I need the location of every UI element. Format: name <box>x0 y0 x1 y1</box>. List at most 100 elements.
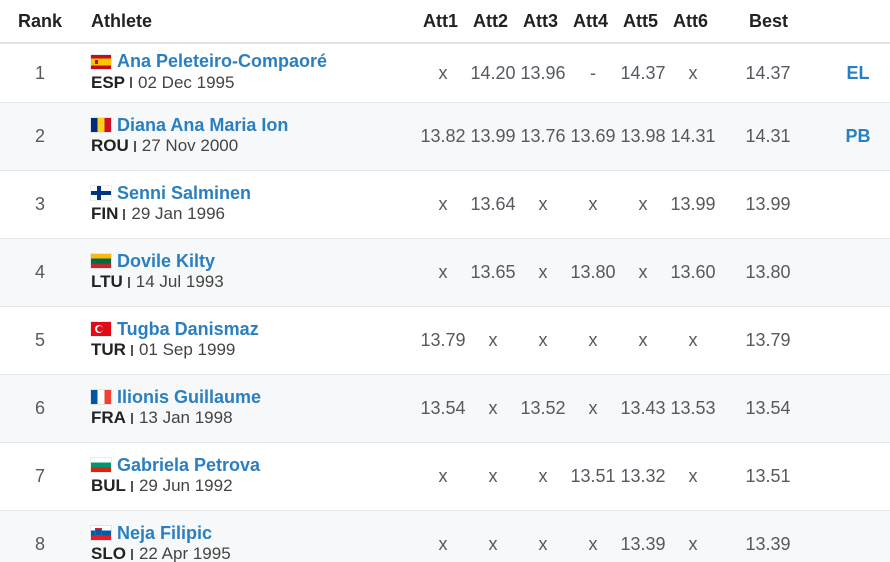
best-cell: 13.80 <box>745 262 791 282</box>
attempt-4-cell: x <box>588 194 598 214</box>
attempt-3-cell: x <box>538 466 548 486</box>
table-row[interactable]: 2 Diana Ana Maria Ion ROU 27 Nov 2000 13.82 1… <box>0 103 890 171</box>
attempt-5-cell: 13.39 <box>620 534 666 554</box>
flag-icon <box>91 254 111 268</box>
rank-cell: 8 <box>34 534 45 554</box>
header-rank[interactable]: Rank <box>18 11 63 31</box>
flag-icon <box>91 186 111 200</box>
attempt-4-cell: x <box>588 534 598 554</box>
athlete-name-link[interactable]: Ana Peleteiro-Compaoré <box>117 51 328 71</box>
separator <box>123 208 126 220</box>
table-row[interactable]: 3 Senni Salminen FIN 29 Jan 1996 x 13.64 x x x 13… <box>0 171 890 239</box>
attempt-4-cell: x <box>588 330 598 350</box>
attempt-3-cell: 13.96 <box>520 62 566 83</box>
best-cell: 13.54 <box>745 398 791 418</box>
header-athlete[interactable]: Athlete <box>91 11 153 31</box>
attempt-2-cell: x <box>488 534 498 554</box>
attempt-6-cell: 13.53 <box>670 398 716 418</box>
table-row[interactable]: 7 Gabriela Petrova BUL 29 Jun 1992 x x x 13.51 1… <box>0 443 890 511</box>
athlete-name-link[interactable]: Dovile Kilty <box>117 250 216 271</box>
separator <box>130 412 133 424</box>
flag-icon <box>91 458 111 472</box>
attempt-6-cell: 14.31 <box>670 126 716 146</box>
attempt-1-cell: 13.79 <box>420 330 466 350</box>
athlete-name-link[interactable]: Ilionis Guillaume <box>117 386 262 407</box>
country-code: ROU <box>91 136 129 155</box>
attempt-4-cell: 13.51 <box>570 466 616 486</box>
header-att3[interactable]: Att3 <box>523 11 558 31</box>
header-att5[interactable]: Att5 <box>623 11 658 31</box>
rank-cell: 2 <box>34 126 45 146</box>
athlete-cell: Ilionis Guillaume FRA 13 Jan 1998 <box>91 386 261 428</box>
attempt-3-cell: 13.52 <box>520 398 566 418</box>
table-row[interactable]: 5 Tugba Danismaz TUR 01 Sep 1999 13.79 x x x x x 1… <box>0 307 890 375</box>
header-att1[interactable]: Att1 <box>423 11 458 31</box>
attempt-4-cell: x <box>588 398 598 418</box>
date-of-birth: 29 Jan 1996 <box>131 204 225 223</box>
athlete-cell: Dovile Kilty LTU 14 Jul 1993 <box>91 250 224 292</box>
date-of-birth: 22 Apr 1995 <box>138 544 231 562</box>
separator <box>130 344 133 356</box>
attempt-5-cell: 13.98 <box>620 126 666 146</box>
attempt-1-cell: x <box>438 534 448 554</box>
country-code: FIN <box>91 204 119 223</box>
athlete-name-link[interactable]: Senni Salminen <box>117 182 252 203</box>
best-cell: 14.31 <box>745 126 791 146</box>
athlete-cell: Neja Filipic SLO 22 Apr 1995 <box>91 522 231 562</box>
attempt-4-cell: 13.69 <box>570 126 616 146</box>
table-header: Rank Athlete Att1 Att2 Att3 Att4 Att5 At… <box>0 0 890 44</box>
rank-cell: 5 <box>34 330 45 350</box>
attempt-2-cell: 13.99 <box>470 126 516 146</box>
attempt-3-cell: 13.76 <box>520 126 566 146</box>
athlete-name-link[interactable]: Neja Filipic <box>117 522 213 543</box>
date-of-birth: 13 Jan 1998 <box>138 408 233 427</box>
country-code: BUL <box>91 476 126 495</box>
date-of-birth: 01 Sep 1999 <box>138 340 236 359</box>
attempt-2-cell: 14.20 <box>470 62 516 83</box>
country-code: TUR <box>91 340 126 359</box>
best-cell: 14.37 <box>745 62 791 83</box>
date-of-birth: 27 Nov 2000 <box>141 136 239 155</box>
table-row[interactable]: 6 Ilionis Guillaume FRA 13 Jan 1998 13.54 x 13… <box>0 375 890 443</box>
separator <box>133 140 136 152</box>
flag-icon <box>91 390 111 404</box>
header-att6[interactable]: Att6 <box>673 11 708 31</box>
attempt-6-cell: x <box>688 466 698 486</box>
date-of-birth: 14 Jul 1993 <box>135 272 224 291</box>
header-att2[interactable]: Att2 <box>473 11 508 31</box>
attempt-4-cell: - <box>590 62 596 83</box>
table-row[interactable]: 4 Dovile Kilty LTU 14 Jul 1993 x 13.65 x 13.80 x… <box>0 239 890 307</box>
header-att4[interactable]: Att4 <box>573 11 608 31</box>
attempt-1-cell: x <box>438 62 448 83</box>
athlete-cell: Diana Ana Maria Ion ROU 27 Nov 2000 <box>91 114 288 156</box>
table-row[interactable]: 1 Ana Peleteiro-Compaoré ESP 02 Dec 1995 x 14… <box>0 44 890 103</box>
attempt-1-cell: x <box>438 194 448 214</box>
rank-cell: 4 <box>34 262 45 282</box>
table-row[interactable]: 8 Neja Filipic SLO 22 Apr 1995 x x x x 13.39 x 13.… <box>0 511 890 562</box>
athlete-cell: Senni Salminen FIN 29 Jan 1996 <box>91 182 251 224</box>
header-best[interactable]: Best <box>749 11 789 31</box>
attempt-5-cell: x <box>638 194 648 214</box>
athlete-name-link[interactable]: Gabriela Petrova <box>117 454 261 475</box>
attempt-1-cell: x <box>438 466 448 486</box>
attempt-5-cell: x <box>638 262 648 282</box>
attempt-4-cell: 13.80 <box>570 262 616 282</box>
attempt-3-cell: x <box>538 534 548 554</box>
best-cell: 13.51 <box>745 466 791 486</box>
attempt-5-cell: 13.43 <box>620 398 666 418</box>
attempt-1-cell: 13.54 <box>420 398 466 418</box>
attempt-6-cell: 13.99 <box>670 194 716 214</box>
country-code: ESP <box>91 72 126 92</box>
athlete-name-link[interactable]: Diana Ana Maria Ion <box>117 114 289 135</box>
attempt-6-cell: x <box>688 62 698 83</box>
country-code: FRA <box>91 408 126 427</box>
rank-cell: 1 <box>34 62 45 83</box>
attempt-5-cell: x <box>638 330 648 350</box>
country-code: LTU <box>91 272 123 291</box>
attempt-2-cell: 13.65 <box>470 262 516 282</box>
separator <box>127 276 130 288</box>
attempt-2-cell: 13.64 <box>470 194 516 214</box>
attempt-2-cell: x <box>488 330 498 350</box>
athlete-name-link[interactable]: Tugba Danismaz <box>117 318 259 339</box>
flag-icon <box>91 526 111 540</box>
